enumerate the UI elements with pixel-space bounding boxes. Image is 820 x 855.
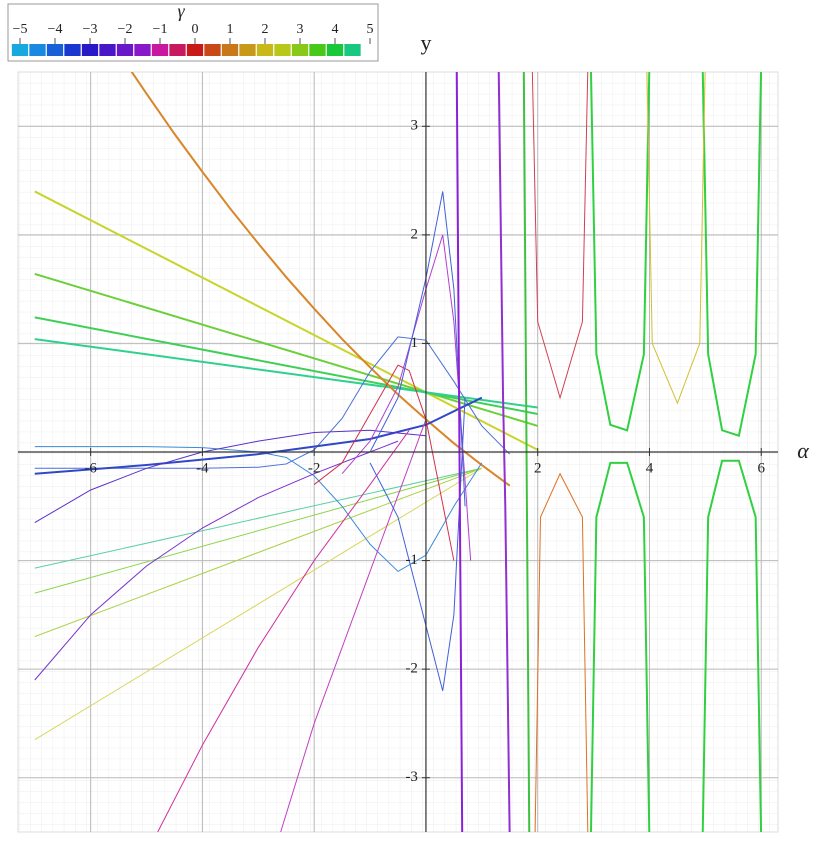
colorbar-segment (291, 44, 309, 56)
colorbar-segment (81, 44, 99, 56)
curve (34, 467, 482, 594)
curve (369, 397, 466, 691)
curve (34, 272, 538, 427)
curve (34, 338, 538, 409)
colorbar: γ −5 −4 −3 −2 −1 0 1 2 3 4 5 (7, 1, 379, 62)
colorbar-tick-label: 2 (262, 22, 269, 37)
y-tick-label: 2 (410, 226, 418, 242)
colorbar-segment (256, 44, 274, 56)
x-tick-label: 6 (757, 460, 765, 476)
y-tick-label: 1 (410, 335, 418, 351)
colorbar-segment (221, 44, 239, 56)
x-tick-label: -6 (84, 460, 97, 476)
curve (701, 459, 763, 832)
y-axis-title: y (421, 30, 432, 55)
colorbar-tick-label: −5 (13, 22, 28, 37)
colorbar-segment (169, 44, 186, 56)
x-tick-label: -2 (308, 460, 321, 476)
colorbar-tick-label: 3 (297, 22, 304, 37)
curve (34, 190, 539, 451)
axes: -6 -4 -2 2 4 6 -3 -2 -1 1 2 3 (18, 72, 778, 832)
colorbar-segment (274, 44, 291, 56)
colorbar-segment (11, 44, 29, 56)
curve (589, 72, 651, 432)
curve (34, 467, 483, 741)
colorbar-tick-label: −4 (48, 22, 63, 37)
colorbar-segment (204, 44, 221, 56)
x-tick-label: 2 (534, 460, 542, 476)
curve (701, 72, 763, 438)
curve (646, 72, 706, 405)
colorbar-segment (116, 44, 134, 56)
curve (34, 396, 483, 475)
colorbar-segment (151, 44, 169, 56)
colorbar-segment (326, 44, 344, 56)
curve (34, 467, 482, 569)
curve (280, 419, 427, 832)
curve (531, 72, 589, 400)
colorbar-tick-label: −3 (83, 22, 98, 37)
colorbar-tick-label: 0 (192, 22, 199, 37)
y-tick-label: 3 (410, 118, 418, 134)
colorbar-tick-label: 5 (367, 22, 374, 37)
colorbar-tick-label: −2 (118, 22, 133, 37)
colorbar-segment (239, 44, 256, 56)
x-axis-title: α (797, 438, 809, 463)
x-tick-label: 4 (646, 460, 654, 476)
colorbar-title: γ (177, 1, 185, 21)
curve (34, 467, 482, 638)
colorbar-segment (344, 44, 361, 56)
colorbar-segment (186, 44, 204, 56)
curve (34, 336, 511, 469)
curve (369, 191, 466, 507)
colorbar-segment (29, 44, 46, 56)
curve (34, 440, 399, 681)
colorbar-segment (64, 44, 81, 56)
colorbar-tick-label: 4 (332, 22, 339, 37)
y-tick-label: -2 (405, 661, 418, 677)
y-tick-label: -1 (405, 552, 418, 568)
curve (34, 316, 538, 415)
curve (130, 72, 511, 487)
colorbar-tick-label: 1 (227, 22, 234, 37)
colorbar-tick-label: −1 (153, 22, 168, 37)
colorbar-segment (309, 44, 326, 56)
y-tick-label: -3 (405, 769, 418, 785)
colorbar-segment (46, 44, 64, 56)
colorbar-segment (99, 44, 116, 56)
curve (589, 461, 651, 832)
curve (534, 472, 589, 832)
colorbar-segment (134, 44, 151, 56)
x-tick-label: -4 (196, 460, 209, 476)
